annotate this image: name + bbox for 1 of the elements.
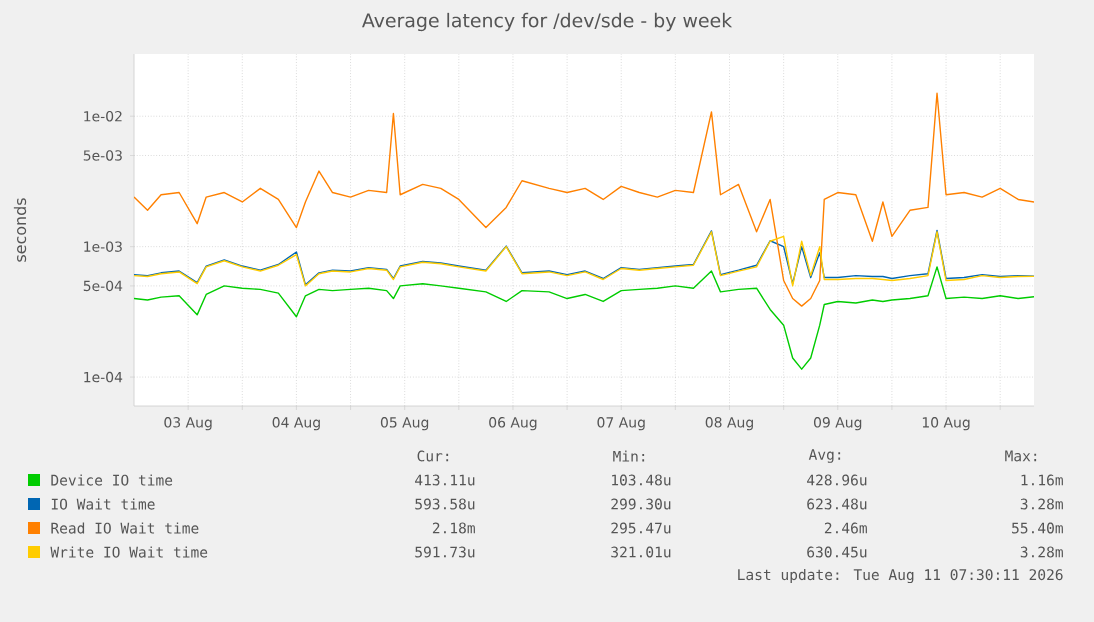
chart-title: Average latency for /dev/sde - by week (362, 12, 733, 32)
